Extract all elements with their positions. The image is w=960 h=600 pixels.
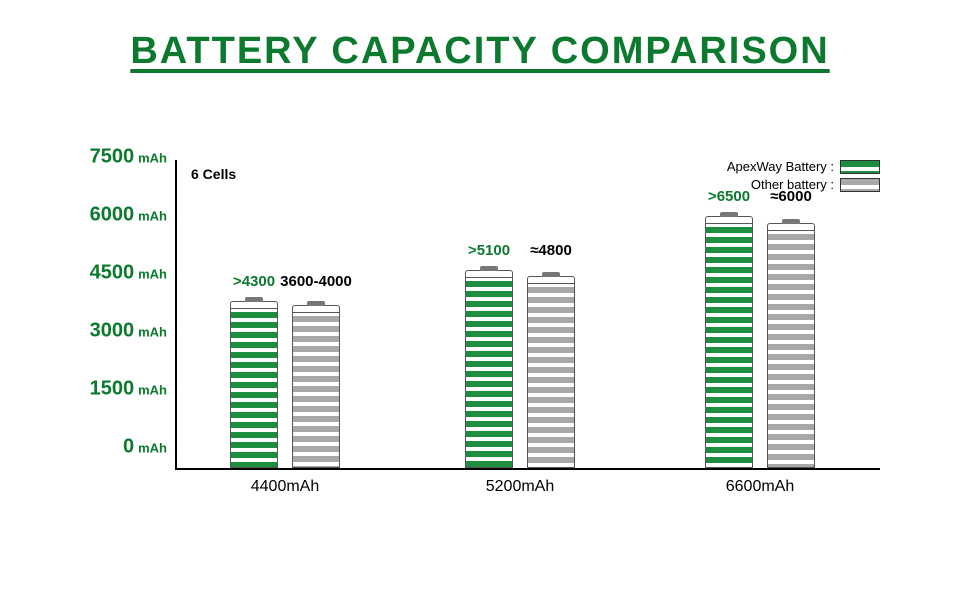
legend-apex-swatch [840,160,880,174]
y-axis [175,160,177,470]
y-tick-unit: mAh [138,267,167,282]
battery-terminal [542,272,560,277]
x-category-label: 6600mAh [726,478,795,496]
battery-top [767,223,815,231]
value-label-other: 3600-4000 [280,273,352,290]
value-label-other: ≈6000 [770,188,812,205]
battery-terminal [480,266,498,271]
battery-top [465,270,513,278]
battery-terminal [307,301,325,306]
y-tick: 6000mAh [90,204,175,227]
y-tick: 1500mAh [90,378,175,401]
value-label-apex: >5100 [468,242,510,259]
cells-label: 6 Cells [191,166,236,182]
bar-chart: 6 Cells 0mAh1500mAh3000mAh4500mAh6000mAh… [175,180,880,470]
bar-group: >5100≈4800 [465,271,575,468]
bar-group: >43003600-4000 [230,302,340,468]
y-tick: 3000mAh [90,320,175,343]
battery-top [292,305,340,313]
bar-apex [465,271,513,468]
battery-terminal [720,212,738,217]
y-tick-unit: mAh [138,209,167,224]
bar-other [527,277,575,468]
value-label-apex: >4300 [233,273,275,290]
battery-top [527,276,575,284]
y-tick-value: 7500 [90,146,135,169]
y-tick: 0 mAh [123,436,175,459]
x-category-label: 4400mAh [251,478,320,496]
y-tick-unit: mAh [138,325,167,340]
value-label-other: ≈4800 [530,242,572,259]
value-label-apex: >6500 [708,188,750,205]
y-tick-value: 1500 [90,378,135,401]
battery-terminal [782,219,800,224]
bar-other [292,306,340,468]
y-tick-value: 3000 [90,320,135,343]
battery-top [230,301,278,309]
y-tick: 4500mAh [90,262,175,285]
bar-apex [705,217,753,468]
y-tick-value: 6000 [90,204,135,227]
page-title: BATTERY CAPACITY COMPARISON [0,30,960,73]
y-tick: 7500mAh [90,146,175,169]
bar-group: >6500≈6000 [705,217,815,468]
battery-top [705,216,753,224]
x-category-label: 5200mAh [486,478,555,496]
y-tick-value: 4500 [90,262,135,285]
x-axis [175,468,880,470]
y-tick-unit: mAh [138,441,167,456]
bar-other [767,224,815,468]
battery-terminal [245,297,263,302]
y-tick-unit: mAh [138,151,167,166]
bar-apex [230,302,278,468]
legend-apex-label: ApexWay Battery : [727,158,834,176]
y-tick-value: 0 [123,436,134,459]
y-tick-unit: mAh [138,383,167,398]
